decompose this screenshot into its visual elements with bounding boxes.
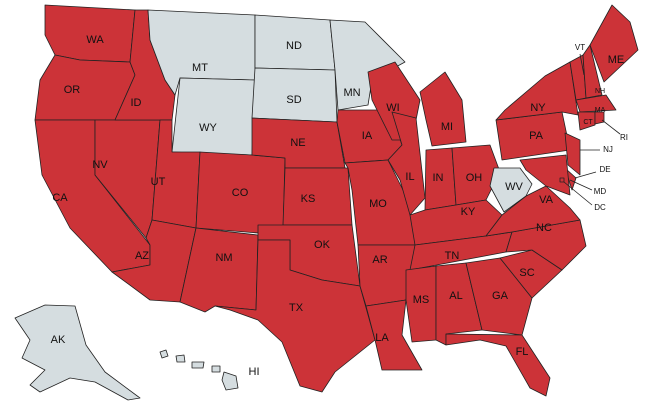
state-label-ri: RI (620, 133, 628, 142)
state-label-nj: NJ (603, 145, 613, 154)
state-label-nm: NM (215, 252, 232, 264)
state-label-nc: NC (536, 222, 552, 234)
state-label-co: CO (232, 187, 249, 199)
state-label-vt: VT (575, 43, 585, 52)
state-label-ut: UT (151, 176, 166, 188)
callout-line-dc (563, 181, 593, 206)
state-label-ct: CT (583, 119, 593, 126)
state-label-sd: SD (286, 94, 301, 106)
state-label-or: OR (64, 84, 81, 96)
state-label-id: ID (131, 97, 142, 109)
state-label-ga: GA (492, 290, 509, 302)
state-label-sc: SC (519, 267, 534, 279)
state-label-mi: MI (441, 121, 453, 133)
state-il[interactable] (387, 111, 426, 216)
state-label-ia: IA (362, 130, 373, 142)
state-label-ne: NE (290, 137, 305, 149)
state-label-tn: TN (445, 250, 460, 262)
state-label-ny: NY (530, 102, 546, 114)
state-label-de: DE (599, 165, 610, 174)
state-ma[interactable] (575, 94, 617, 113)
state-label-fl: FL (516, 346, 529, 358)
state-label-ak: AK (51, 334, 66, 346)
state-label-il: IL (405, 171, 414, 183)
state-me[interactable] (589, 4, 639, 83)
state-label-hi: HI (249, 366, 260, 378)
state-label-wa: WA (86, 34, 104, 46)
state-label-ms: MS (413, 294, 430, 306)
callout-line-md (569, 179, 593, 191)
state-label-mt: MT (192, 62, 208, 74)
state-hi[interactable] (191, 361, 205, 369)
state-label-wv: WV (505, 181, 523, 193)
state-ct[interactable] (577, 111, 596, 131)
callout-line-vt (579, 53, 585, 76)
state-label-tx: TX (289, 302, 304, 314)
state-hi[interactable] (221, 371, 239, 391)
state-ak[interactable] (14, 304, 141, 401)
state-label-wi: WI (386, 102, 399, 114)
state-dc[interactable] (559, 177, 565, 183)
state-nj[interactable] (564, 132, 581, 176)
state-label-la: LA (375, 332, 389, 344)
state-label-in: IN (433, 172, 444, 184)
state-label-wy: WY (199, 122, 217, 134)
state-label-mo: MO (369, 198, 387, 210)
state-label-dc: DC (594, 203, 606, 212)
state-label-ar: AR (372, 254, 387, 266)
state-ga[interactable] (465, 257, 533, 336)
state-label-mn: MN (343, 87, 360, 99)
state-mi[interactable] (419, 71, 467, 147)
state-label-oh: OH (466, 172, 483, 184)
state-tx[interactable] (214, 239, 376, 393)
state-label-ca: CA (52, 192, 68, 204)
state-label-nv: NV (92, 159, 108, 171)
state-md[interactable] (519, 154, 571, 196)
state-nh[interactable] (582, 44, 603, 99)
state-label-va: VA (539, 194, 554, 206)
state-hi[interactable] (159, 349, 169, 359)
state-label-ks: KS (301, 193, 316, 205)
state-label-az: AZ (135, 250, 149, 262)
state-hi[interactable] (211, 365, 221, 373)
state-mn[interactable] (329, 19, 406, 111)
state-label-ma: MA (595, 107, 606, 114)
state-label-pa: PA (529, 130, 544, 142)
state-wv[interactable] (489, 167, 533, 213)
state-wy[interactable] (171, 77, 256, 156)
state-label-nh: NH (595, 88, 605, 95)
state-ks[interactable] (282, 167, 353, 226)
state-hi[interactable] (175, 354, 186, 363)
callout-line-de (574, 171, 597, 179)
state-va[interactable] (485, 185, 581, 237)
state-label-al: AL (449, 290, 462, 302)
state-label-nd: ND (286, 40, 302, 52)
state-label-ky: KY (461, 206, 476, 218)
state-label-md: MD (594, 187, 607, 196)
state-fl[interactable] (445, 333, 551, 397)
callout-line-ri (601, 119, 621, 135)
state-label-me: ME (608, 54, 625, 66)
state-ms[interactable] (405, 265, 437, 343)
state-label-ok: OK (314, 239, 331, 251)
